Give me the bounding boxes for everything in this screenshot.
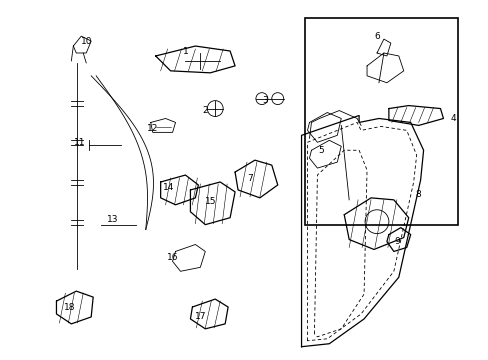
Text: 8: 8 bbox=[415, 190, 421, 199]
Text: 12: 12 bbox=[147, 124, 158, 133]
Text: 3: 3 bbox=[262, 96, 267, 105]
Bar bbox=[304, 18, 457, 225]
Text: 4: 4 bbox=[449, 114, 455, 123]
Text: 5: 5 bbox=[318, 146, 324, 155]
Text: 17: 17 bbox=[194, 312, 205, 321]
Text: 1: 1 bbox=[182, 46, 188, 55]
Text: 10: 10 bbox=[81, 37, 92, 46]
Text: 18: 18 bbox=[63, 302, 75, 311]
Text: 7: 7 bbox=[246, 174, 252, 183]
Text: 11: 11 bbox=[73, 138, 85, 147]
Text: 14: 14 bbox=[163, 184, 174, 193]
Text: 9: 9 bbox=[393, 237, 399, 246]
Text: 15: 15 bbox=[204, 197, 216, 206]
Text: 13: 13 bbox=[107, 215, 119, 224]
Text: 2: 2 bbox=[202, 106, 208, 115]
Text: 6: 6 bbox=[373, 32, 379, 41]
Text: 16: 16 bbox=[166, 253, 178, 262]
